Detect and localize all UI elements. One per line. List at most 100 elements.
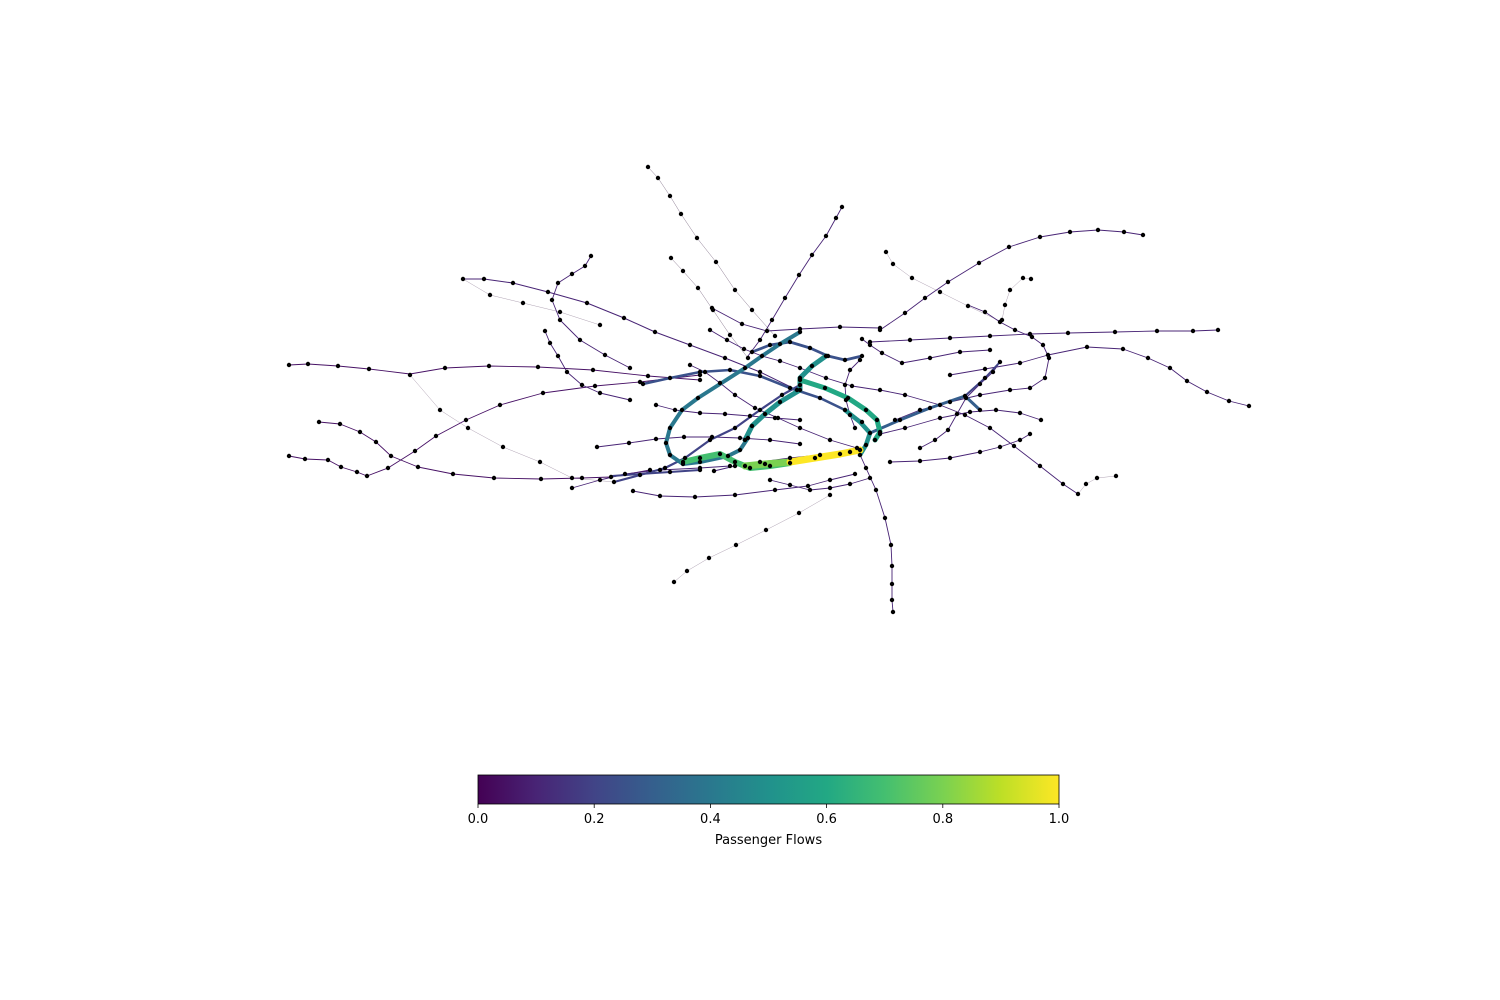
colorbar-tick-label: 1.0 [1049,812,1070,827]
station-node [692,494,698,500]
station-node [1012,327,1018,333]
station-node [767,342,773,348]
station-node [1113,473,1119,479]
station-node [500,444,506,450]
station-node [807,487,813,493]
station-node [757,407,763,413]
station-node [717,451,723,457]
station-node [997,359,1003,365]
colorbar-gradient [477,774,1060,805]
station-node [725,453,731,459]
station-node [927,405,933,411]
station-node [745,355,751,361]
station-node [305,361,311,367]
station-node [713,259,719,265]
station-node [749,349,755,355]
station-node [997,319,1003,325]
station-node [569,271,575,277]
station-node [847,367,853,373]
station-node [877,387,883,393]
station-node [366,366,372,372]
station-node [990,369,996,375]
station-node [717,380,723,386]
station-node [777,399,783,405]
station-node [442,365,448,371]
station-node [797,425,803,431]
station-node [842,382,848,388]
station-node [557,317,563,323]
station-node [637,472,643,478]
station-node [977,449,983,455]
station-node [1226,398,1232,404]
station-node [965,303,971,309]
station-node [917,458,923,464]
route-line [949,346,1250,407]
station-node [889,563,895,569]
station-node [680,459,686,465]
station-node [863,407,869,413]
route-line [571,465,731,489]
station-node [867,430,873,436]
station-node [1006,244,1012,250]
station-node [827,437,833,443]
station-node [415,464,421,470]
station-node [827,492,833,498]
station-node [1027,431,1033,437]
station-node [772,415,778,421]
colorbar-tick-label: 0.8 [932,812,953,827]
station-node [630,488,636,494]
station-node [932,437,938,443]
station-node [1184,378,1190,384]
station-node [827,477,833,483]
station-node [837,451,843,457]
station-node [537,459,543,465]
route-line [709,329,879,391]
station-node [1112,329,1118,335]
station-node [779,392,785,398]
station-node [584,300,590,306]
route-line [889,433,1031,463]
station-node [653,436,659,442]
station-node [647,467,653,473]
station-node [594,444,600,450]
network-nodes [286,164,1252,615]
station-node [888,542,894,548]
station-node [697,410,703,416]
station-node [1028,276,1034,282]
station-node [487,292,493,298]
station-node [852,425,858,431]
station-node [763,527,769,533]
station-node [1029,334,1035,340]
station-node [622,471,628,477]
network-edges [288,166,1250,613]
station-node [902,392,908,398]
station-node [945,279,951,285]
station-node [764,328,770,334]
station-node [1215,327,1221,333]
station-node [535,364,541,370]
station-node [762,461,768,467]
station-node [1060,481,1066,487]
station-node [797,441,803,447]
station-node [742,437,748,443]
station-node [657,467,663,473]
station-node [937,415,943,421]
station-node [481,276,487,282]
station-node [877,325,883,331]
station-node [892,417,898,423]
station-node [668,255,674,261]
route-line [409,374,615,483]
station-node [1120,346,1126,352]
station-node [1154,328,1160,334]
station-node [687,342,693,348]
station-node [890,609,896,615]
station-node [1065,330,1071,336]
station-node [555,280,561,286]
route-line [769,477,871,491]
station-node [510,280,516,286]
station-node [849,383,855,389]
station-node [817,395,823,401]
station-node [1017,360,1023,366]
station-node [947,455,953,461]
station-node [987,333,993,339]
